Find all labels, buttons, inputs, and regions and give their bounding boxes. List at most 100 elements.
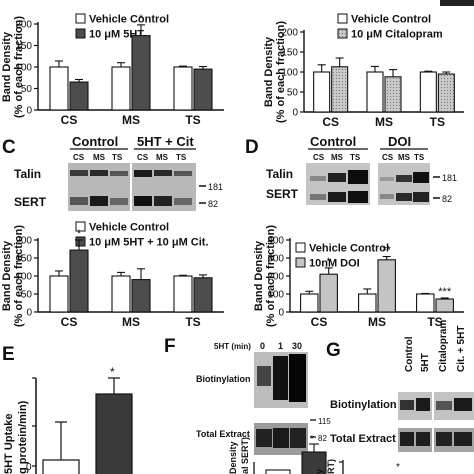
panel-b-ytick-label-0: 0 — [292, 108, 298, 119]
panel-g-star: * — [396, 462, 400, 473]
panel-f-time-30: 30 — [292, 341, 302, 351]
blot-c-lane-1: CS — [73, 153, 85, 162]
panel-letter-e: E — [2, 344, 15, 365]
blot-c-lane-5: MS — [156, 153, 169, 162]
blot-c-group-treated: 5HT + Cit — [137, 134, 194, 149]
panel-a-bar-ms-0 — [111, 66, 131, 111]
blot-c-row-sert: SERT — [14, 195, 47, 209]
panel-c-xtick-ms: MS — [122, 315, 140, 329]
panel-g-lane-citalopram: Citalopram — [438, 320, 449, 372]
panel-c-bar-ts-1 — [193, 277, 213, 313]
panel-a-legend-swatch-0 — [75, 13, 86, 24]
panel-e-bar-control — [42, 459, 80, 474]
panel-b-ylabel-1: (% of each fraction) — [275, 21, 287, 123]
panel-g-lane-control: Control — [404, 336, 415, 372]
panel-letter-g: G — [326, 340, 341, 361]
blot-d-lane-2: MS — [331, 153, 344, 162]
panel-b-xtick-cs: CS — [322, 115, 339, 129]
panel-a-ytick-label-3: 150 — [15, 41, 32, 52]
panel-d-ylabel-1: (% of each fraction) — [265, 225, 277, 327]
blot-d-group-treated: DOI — [388, 134, 411, 149]
panel-a-legend-label-0: Vehicle Control — [89, 14, 169, 26]
panel-f-row-total: Total Extract — [196, 429, 250, 439]
panel-a-bar-ts-0 — [173, 66, 193, 111]
panel-b-bar-ms-1 — [384, 76, 402, 113]
panel-d-sig-1: ** — [382, 245, 391, 257]
panel-a-ytick-label-1: 50 — [21, 84, 33, 95]
panel-d-ytick-label-2: 200 — [267, 272, 284, 283]
panel-g-ylabel-2: RT) — [326, 459, 336, 474]
panel-c-bar-ms-0 — [111, 275, 131, 313]
panel-a-bar-cs-1 — [69, 81, 89, 111]
panel-e: 5HT Uptake g protein/min) 0 * — [3, 365, 133, 474]
panel-e-ylabel-2: g protein/min) — [17, 400, 29, 474]
blot-d-row-talin: Talin — [266, 167, 293, 181]
panel-b-bar-ms-0 — [366, 71, 384, 113]
panel-e-star: * — [110, 365, 115, 379]
panel-d-ytick-label-4: 400 — [267, 236, 284, 247]
blot-c: Control 5HT + Cit CS MS TS CS MS TS Tali… — [14, 134, 223, 211]
panel-c-legend-label-1: 10 μM 5HT + 10 μM Cit. — [89, 237, 209, 249]
panel-f-star: * — [310, 434, 314, 445]
panel-g-row-biotinylation: Biotinylation — [330, 399, 397, 411]
panel-a-legend-label-1: 10 μM 5HT — [89, 29, 144, 41]
panel-c-ytick-label-0: 0 — [26, 308, 32, 319]
panel-letter-f: F — [164, 336, 176, 357]
panel-d-xtick-ts: TS — [427, 315, 442, 329]
blot-c-marker-82: 82 — [208, 199, 218, 209]
blot-d: Control DOI CS MS TS CS MS TS Talin SERT… — [266, 134, 457, 205]
panel-c-xtick-cs: CS — [61, 315, 78, 329]
panel-c-ytick-label-1: 50 — [21, 290, 33, 301]
blot-d-lane-1: CS — [313, 153, 325, 162]
panel-a-bar-cs-0 — [49, 66, 69, 111]
panel-c-bar-ts-0 — [173, 275, 193, 313]
panel-f-marker-82: 82 — [318, 434, 327, 443]
panel-d-ylabel-0: Band Density — [253, 240, 265, 311]
panel-b-ytick-label-4: 200 — [281, 28, 298, 39]
panel-c-legend-swatch-1 — [75, 236, 86, 247]
blot-d-row-sert: SERT — [266, 187, 299, 201]
blot-d-marker-82: 82 — [442, 194, 452, 204]
panel-b-bar-cs-0 — [313, 71, 331, 113]
blot-c-lane-6: TS — [176, 153, 187, 162]
blot-d-marker-181: 181 — [442, 173, 457, 183]
panel-d-sig-2: *** — [438, 286, 452, 298]
panel-letter-c: C — [2, 137, 16, 158]
panel-d-xtick-ms: MS — [368, 315, 386, 329]
panel-c-legend-swatch-0 — [75, 221, 86, 232]
panel-e-bar-5ht — [95, 393, 133, 474]
panel-f-time-0: 0 — [260, 341, 265, 351]
panel-d-ytick-label-0: 0 — [278, 308, 284, 319]
panel-c-ytick-label-2: 100 — [15, 272, 32, 283]
panel-g-lane-5ht: 5HT — [420, 353, 431, 372]
blot-c-lane-4: CS — [137, 153, 149, 162]
panel-a-xtick-ms: MS — [122, 113, 140, 127]
panel-c-ytick-label-3: 150 — [15, 254, 32, 265]
blot-d-lane-5: MS — [398, 153, 411, 162]
blot-d-lane-6: TS — [414, 153, 425, 162]
panel-d-ytick-label-3: 300 — [267, 254, 284, 265]
blot-d-lane-3: TS — [350, 153, 361, 162]
blot-c-row-talin: Talin — [14, 167, 41, 181]
panel-f-ylabel-2: al SERT) — [240, 437, 250, 474]
panel-g-row-total: Total Extract — [330, 433, 396, 445]
panel-b-legend-swatch-1 — [337, 28, 348, 39]
panel-c-bar-ms-1 — [131, 279, 151, 313]
panel-letter-d: D — [245, 137, 259, 158]
panel-e-ytick-0: 0 — [26, 462, 32, 473]
panel-a-bar-ms-1 — [131, 35, 151, 111]
panel-b-ytick-label-2: 100 — [281, 68, 298, 79]
panel-b-xtick-ts: TS — [430, 115, 445, 129]
panel-b-bar-ts-1 — [437, 73, 455, 113]
panel-c-ylabel-0: Band Density — [1, 240, 13, 311]
panel-c-ylabel-1: (% of each fraction) — [13, 225, 25, 327]
panel-c-ytick-label-4: 200 — [15, 236, 32, 247]
panel-d-bar-ms-0 — [358, 293, 377, 313]
blot-c-group-control: Control — [72, 134, 118, 149]
panel-e-ylabel-1: 5HT Uptake — [3, 413, 15, 474]
panel-b-bar-cs-1 — [331, 66, 349, 113]
panel-g-ylabel-1: y — [314, 469, 324, 474]
blot-c-lane-2: MS — [93, 153, 106, 162]
